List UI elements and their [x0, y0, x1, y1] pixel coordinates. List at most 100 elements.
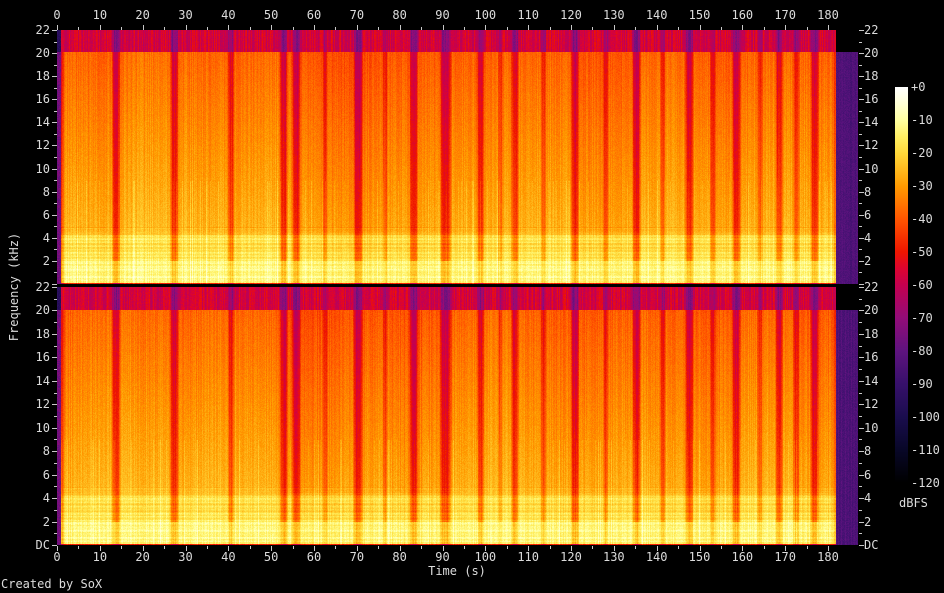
- sox-credit-text: Created by SoX: [1, 577, 103, 591]
- freq-tick-label-right: DC: [864, 538, 879, 552]
- time-tick-top: [121, 27, 123, 30]
- time-tick-bottom: [335, 546, 337, 549]
- freq-tick-label-right: 8: [864, 444, 872, 459]
- freq-tick-right: [859, 214, 864, 216]
- freq-tick-right: [859, 64, 862, 66]
- freq-tick-right: [859, 180, 862, 182]
- time-tick-bottom: [292, 546, 294, 549]
- freq-tick-right: [859, 226, 862, 228]
- freq-tick-label-right: 18: [864, 326, 879, 341]
- freq-tick-label-left: 20: [35, 303, 50, 318]
- time-tick-top: [571, 25, 572, 30]
- freq-tick-label-right: 6: [864, 207, 872, 222]
- freq-tick-left: [54, 462, 57, 464]
- time-tick-top: [806, 27, 808, 30]
- time-tick-label-bottom: 30: [178, 550, 193, 564]
- time-tick-label-bottom: 170: [774, 550, 796, 564]
- freq-tick-label-right: 4: [864, 230, 872, 245]
- freq-tick-left: [52, 427, 57, 429]
- colorbar: [895, 87, 908, 483]
- time-tick-top: [463, 27, 465, 30]
- freq-tick-label-left: 6: [42, 467, 50, 482]
- freq-tick-left: [52, 284, 57, 285]
- freq-tick-label-right: 2: [864, 514, 872, 529]
- time-tick-bottom: [463, 546, 465, 549]
- time-tick-top: [185, 25, 187, 30]
- freq-tick-label-left: 22: [35, 23, 50, 37]
- time-tick-label-top: 50: [263, 8, 279, 22]
- colorbar-tick-label: -10: [911, 113, 933, 127]
- freq-tick-right: [859, 498, 864, 500]
- freq-tick-label-left: 2: [42, 514, 50, 529]
- time-tick-bottom: [528, 546, 530, 551]
- time-tick-label-top: 40: [221, 8, 236, 22]
- time-tick-bottom: [506, 546, 508, 549]
- time-tick-top: [506, 27, 508, 30]
- freq-tick-label-right: 16: [864, 350, 879, 365]
- time-tick-label-bottom: 180: [817, 550, 839, 564]
- freq-tick-right: [859, 76, 864, 78]
- freq-tick-label-right: 10: [864, 420, 879, 435]
- time-tick-top: [699, 25, 701, 30]
- freq-tick-left: [52, 521, 57, 523]
- freq-tick-left: [52, 474, 57, 476]
- colorbar-tick-label: -40: [911, 212, 933, 226]
- freq-tick-label-right: 6: [864, 467, 872, 482]
- time-tick-bottom: [78, 546, 80, 549]
- time-tick-top: [99, 25, 101, 30]
- time-tick-bottom: [635, 546, 637, 549]
- time-tick-top: [142, 25, 144, 30]
- freq-tick-label-left: 4: [42, 491, 50, 506]
- freq-tick-right: [859, 99, 864, 101]
- time-tick-label-bottom: 70: [349, 550, 365, 564]
- freq-tick-label-left: 14: [35, 373, 50, 388]
- freq-tick-right: [859, 287, 864, 288]
- freq-tick-left: [54, 392, 57, 394]
- time-tick-top: [720, 27, 722, 30]
- time-tick-label-top: 10: [92, 8, 108, 22]
- time-tick-bottom: [656, 546, 658, 551]
- time-tick-bottom: [164, 546, 166, 549]
- time-tick-label-top: 110: [517, 8, 539, 22]
- freq-tick-label-right: 4: [864, 491, 872, 506]
- freq-tick-label-left: 16: [35, 350, 50, 365]
- time-tick-top: [549, 27, 551, 30]
- freq-tick-right: [859, 439, 862, 441]
- freq-tick-left: [54, 439, 57, 441]
- time-tick-label-top: 160: [731, 8, 754, 22]
- time-tick-label-top: 120: [560, 8, 582, 22]
- freq-tick-right: [859, 249, 862, 251]
- time-tick-label-top: 130: [602, 8, 625, 22]
- freq-tick-right: [859, 110, 862, 112]
- colorbar-tick-label: -30: [911, 179, 933, 193]
- freq-tick-right: [859, 486, 862, 488]
- freq-tick-right: [859, 404, 864, 406]
- spectrogram-channel-1: [57, 30, 858, 284]
- colorbar-tick-label: -70: [911, 311, 933, 325]
- time-tick-bottom: [678, 546, 680, 549]
- freq-tick-label-left: 16: [35, 92, 50, 107]
- time-tick-label-bottom: 20: [135, 550, 150, 564]
- freq-tick-label-right: 20: [864, 46, 879, 61]
- freq-tick-right: [859, 237, 864, 239]
- colorbar-tick-label: -110: [911, 443, 940, 457]
- freq-tick-label-left: 2: [42, 253, 50, 268]
- colorbar-tick-label: -20: [911, 146, 933, 160]
- time-tick-label-top: 150: [688, 8, 711, 22]
- time-tick-bottom: [549, 546, 551, 549]
- freq-tick-left: [54, 41, 57, 43]
- time-tick-label-bottom: 160: [731, 550, 754, 564]
- time-tick-bottom: [378, 546, 380, 549]
- freq-tick-label-right: 16: [864, 92, 879, 107]
- freq-tick-label-right: 22: [864, 23, 879, 37]
- freq-tick-label-left: DC: [35, 538, 50, 552]
- freq-tick-left: [54, 298, 57, 300]
- time-tick-bottom: [314, 546, 315, 551]
- freq-tick-left: [54, 345, 57, 347]
- time-tick-label-top: 170: [774, 8, 796, 22]
- freq-tick-right: [859, 521, 864, 523]
- freq-tick-left: [52, 545, 57, 546]
- freq-tick-left: [52, 333, 57, 335]
- time-tick-label-bottom: 0: [53, 550, 61, 564]
